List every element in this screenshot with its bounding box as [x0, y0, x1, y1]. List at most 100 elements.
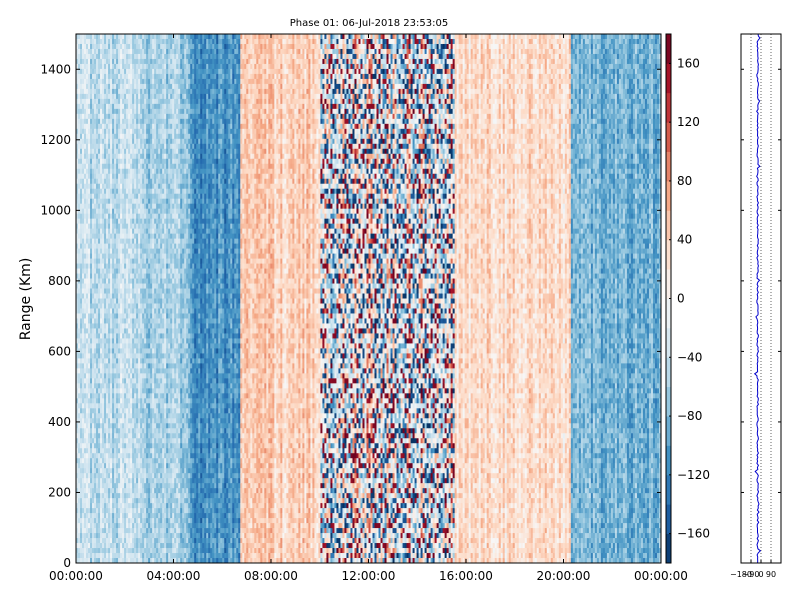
heatmap-cell	[90, 458, 93, 464]
heatmap-cell	[130, 233, 133, 240]
heatmap-cell	[134, 243, 137, 249]
heatmap-cell	[118, 428, 121, 434]
heatmap-cell	[80, 548, 83, 554]
heatmap-cell	[88, 418, 91, 424]
heatmap-cell	[128, 153, 131, 160]
heatmap-cell	[134, 348, 137, 354]
heatmap-cell	[126, 433, 129, 439]
heatmap-cell	[122, 438, 125, 444]
heatmap-cell	[132, 408, 135, 414]
heatmap-cell	[128, 323, 131, 329]
heatmap-cell	[76, 34, 79, 40]
heatmap-cell	[130, 228, 133, 235]
heatmap-cell	[120, 34, 123, 40]
heatmap-cell	[98, 443, 101, 449]
heatmap-cell	[120, 323, 123, 329]
heatmap-cell	[98, 273, 101, 279]
heatmap-cell	[124, 38, 127, 45]
heatmap-cell	[92, 158, 95, 165]
heatmap-cell	[110, 73, 113, 80]
heatmap-cell	[84, 523, 87, 529]
heatmap-cell	[130, 398, 133, 404]
heatmap-cell	[92, 338, 95, 344]
heatmap-cell	[108, 283, 111, 289]
heatmap-cell	[104, 218, 107, 225]
heatmap-cell	[98, 523, 101, 529]
heatmap-cell	[96, 168, 99, 175]
heatmap-cell	[108, 333, 111, 339]
heatmap-cell	[122, 468, 125, 474]
heatmap-cell	[104, 333, 107, 339]
heatmap-cell	[82, 34, 85, 40]
heatmap-cell	[128, 168, 131, 175]
heatmap-cell	[124, 278, 127, 284]
heatmap-cell	[112, 108, 115, 115]
heatmap-cell	[136, 268, 139, 274]
heatmap-cell	[134, 273, 137, 279]
heatmap-cell	[80, 213, 83, 220]
heatmap-cell	[112, 273, 115, 279]
heatmap-cell	[124, 193, 127, 200]
heatmap-cell	[80, 453, 83, 459]
heatmap-cell	[94, 478, 97, 484]
heatmap-cell	[114, 313, 117, 319]
heatmap-cell	[104, 53, 107, 60]
heatmap-cell	[106, 273, 109, 279]
heatmap-cell	[114, 233, 117, 240]
heatmap-cell	[124, 283, 127, 289]
heatmap-cell	[78, 398, 81, 404]
heatmap-cell	[102, 108, 105, 115]
heatmap-cell	[110, 128, 113, 135]
heatmap-cell	[78, 103, 81, 110]
heatmap-cell	[118, 168, 121, 175]
heatmap-cell	[102, 333, 105, 339]
heatmap-cell	[132, 478, 135, 484]
heatmap-cell	[108, 433, 111, 439]
heatmap-cell	[92, 393, 95, 399]
heatmap-cell	[118, 48, 121, 55]
heatmap-cell	[90, 153, 93, 160]
heatmap-cell	[114, 503, 117, 509]
heatmap-cell	[118, 178, 121, 185]
heatmap-cell	[86, 48, 89, 55]
heatmap-cell	[134, 233, 137, 240]
heatmap-cell	[122, 378, 125, 384]
heatmap-cell	[104, 123, 107, 130]
heatmap-cell	[80, 118, 83, 125]
heatmap-cell	[132, 518, 135, 524]
heatmap-cell	[110, 518, 113, 524]
heatmap-cell	[120, 163, 123, 170]
heatmap-cell	[82, 533, 85, 539]
heatmap-cell	[134, 183, 137, 190]
heatmap-cell	[104, 258, 107, 264]
heatmap-cell	[100, 233, 103, 240]
heatmap-cell	[82, 528, 85, 534]
heatmap-cell	[106, 188, 109, 195]
heatmap-cell	[128, 238, 131, 244]
heatmap-cell	[100, 513, 103, 519]
heatmap-cell	[96, 233, 99, 240]
heatmap-cell	[124, 333, 127, 339]
heatmap-cell	[92, 148, 95, 155]
heatmap-cell	[108, 108, 111, 115]
heatmap-cell	[130, 48, 133, 55]
heatmap-cell	[98, 93, 101, 100]
heatmap-cell	[114, 443, 117, 449]
heatmap-cell	[92, 288, 95, 294]
heatmap-cell	[132, 103, 135, 110]
heatmap-cell	[136, 68, 139, 75]
heatmap-cell	[104, 483, 107, 489]
heatmap-cell	[112, 83, 115, 90]
heatmap-cell	[122, 158, 125, 165]
heatmap-cell	[96, 298, 99, 304]
heatmap-cell	[86, 418, 89, 424]
heatmap-cell	[114, 348, 117, 354]
heatmap-cell	[80, 418, 83, 424]
heatmap-cell	[112, 43, 115, 50]
heatmap-cell	[130, 278, 133, 284]
heatmap-cell	[76, 358, 79, 364]
heatmap-cell	[78, 498, 81, 504]
heatmap-cell	[86, 413, 89, 419]
heatmap-cell	[94, 513, 97, 519]
heatmap-cell	[104, 508, 107, 514]
